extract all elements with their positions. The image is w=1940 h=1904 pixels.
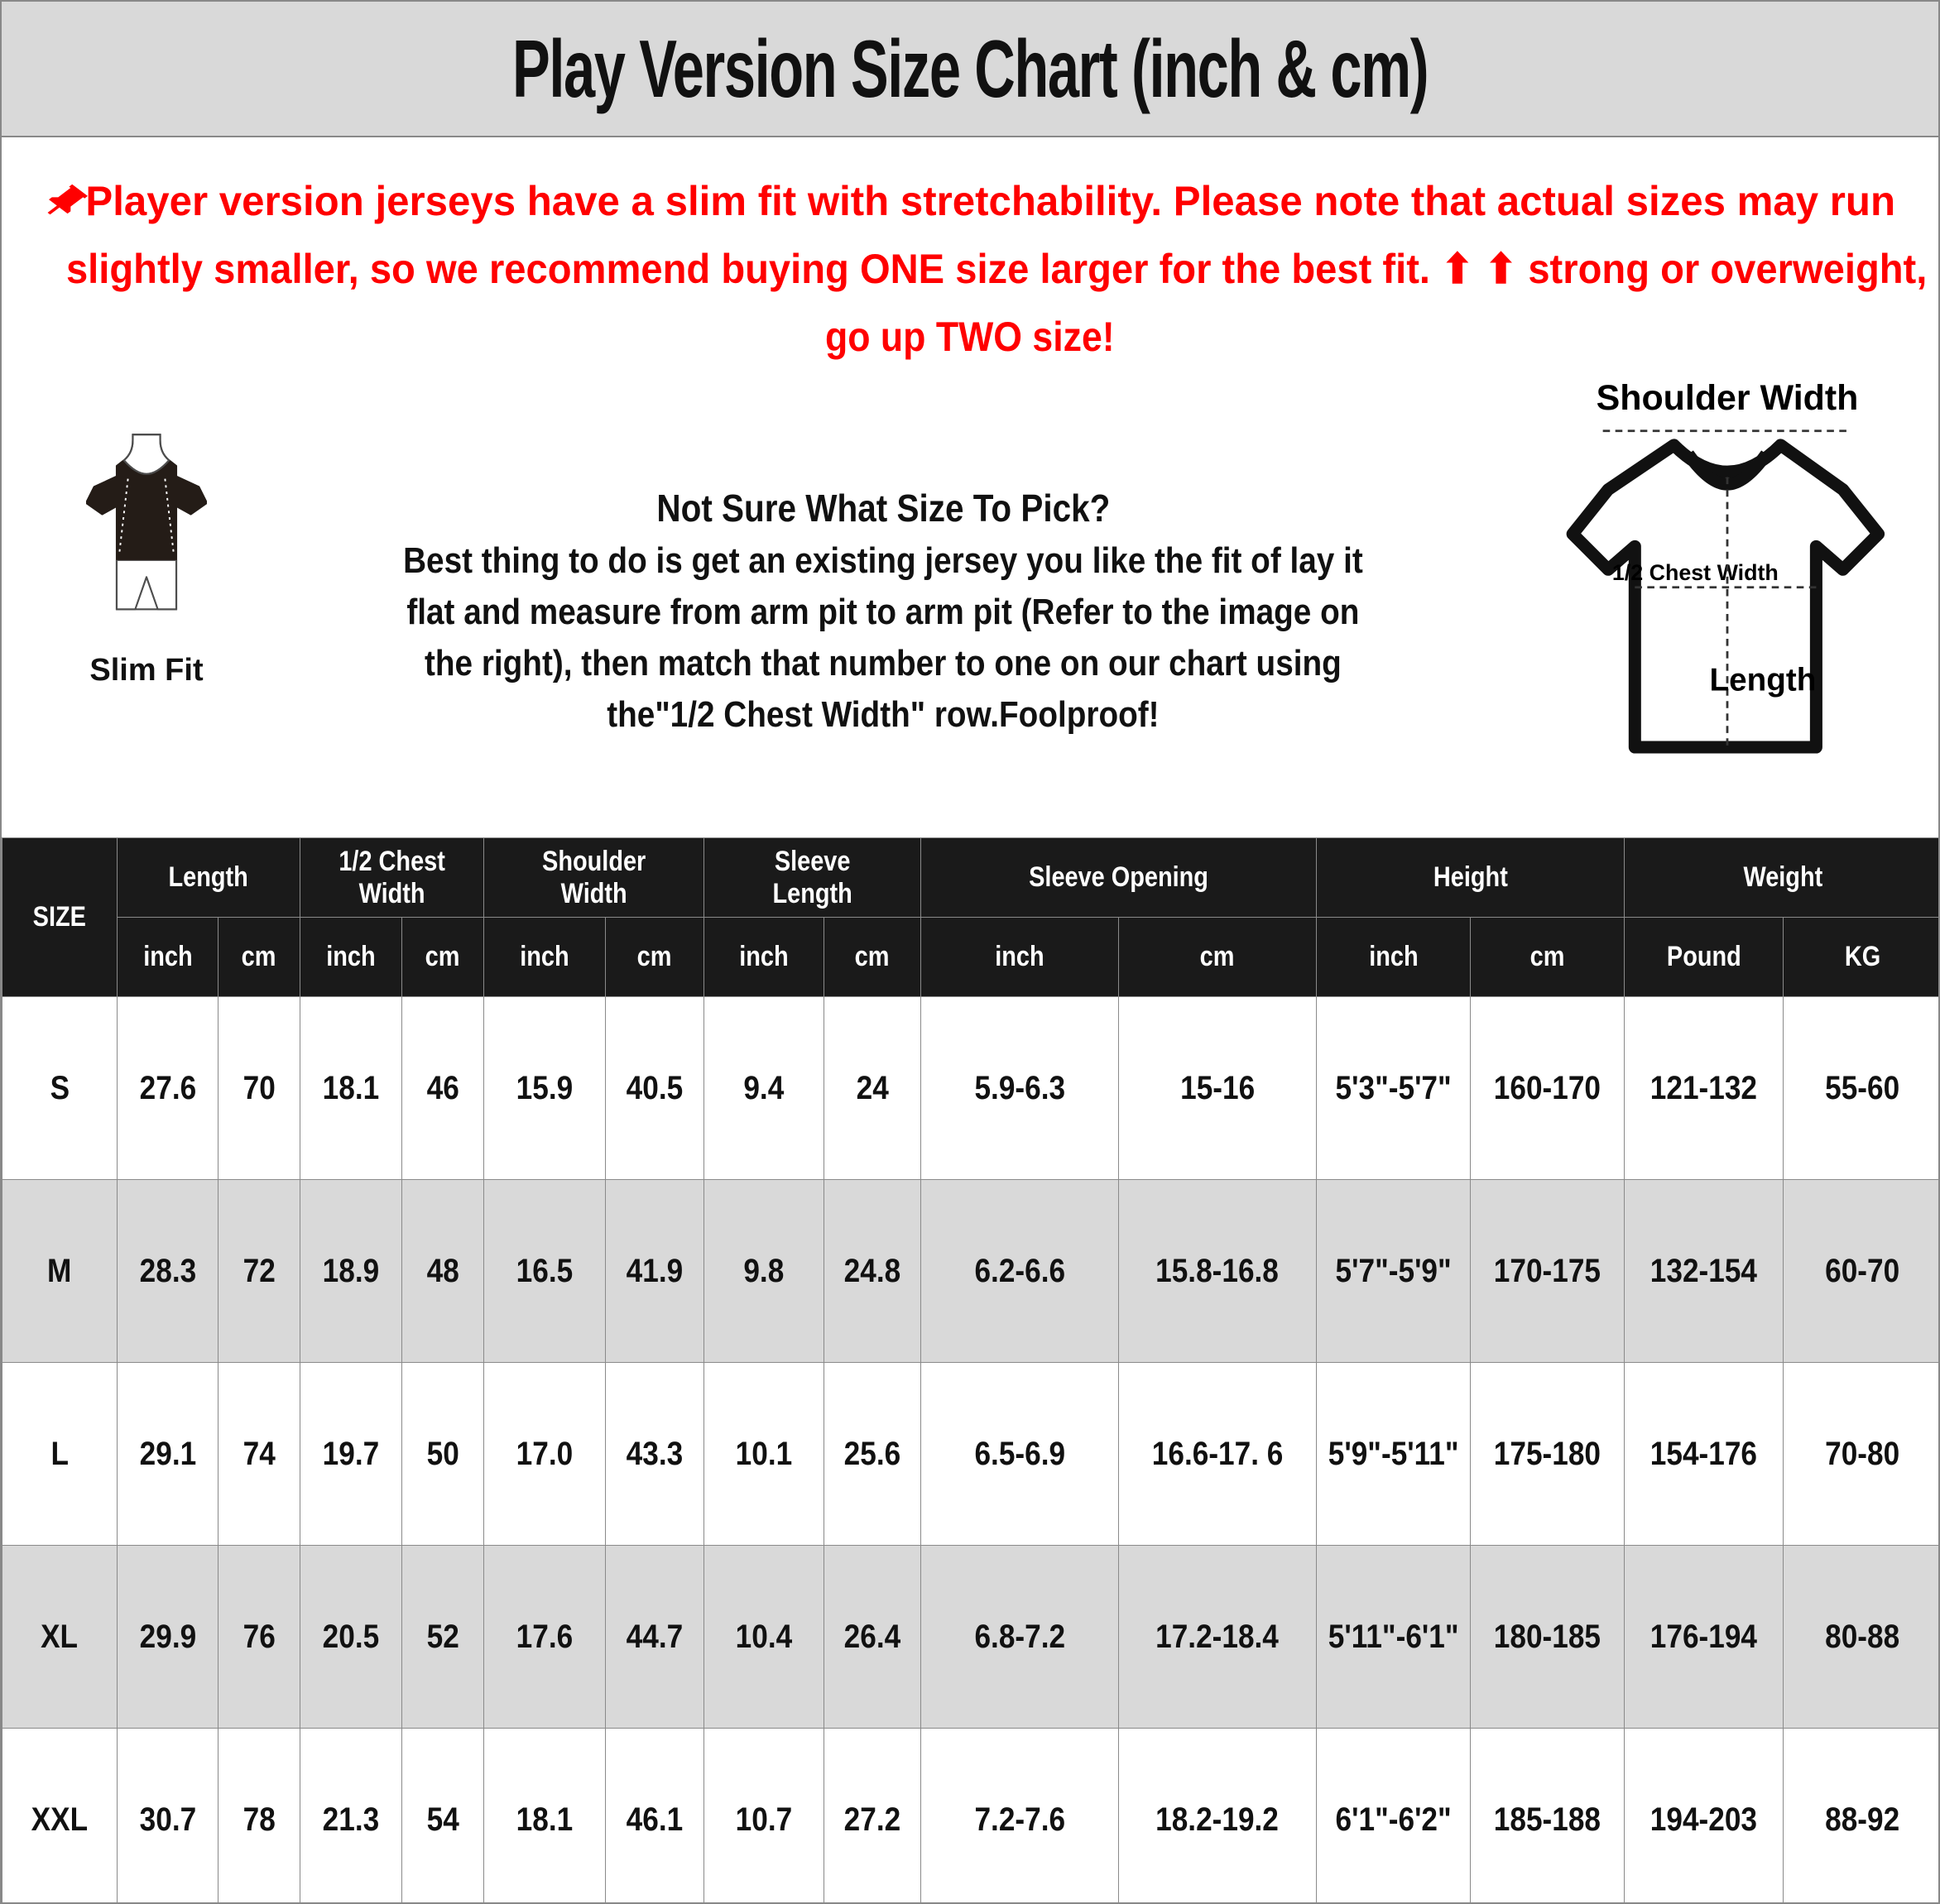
svg-text:Shoulder Width: Shoulder Width [1597, 378, 1859, 418]
svg-text:Length: Length [1710, 662, 1817, 698]
svg-text:1/2 Chest Width: 1/2 Chest Width [1612, 560, 1779, 585]
